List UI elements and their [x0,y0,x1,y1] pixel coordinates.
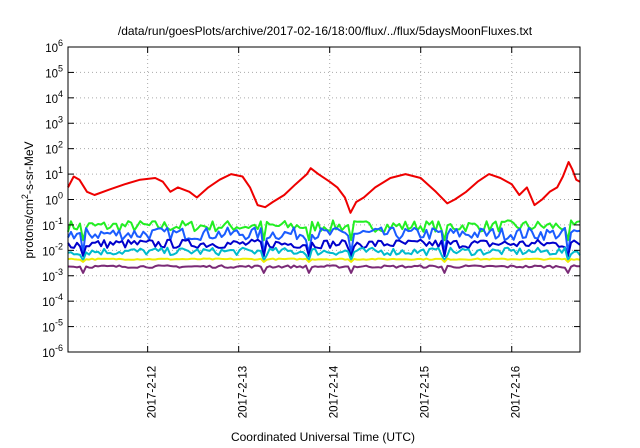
y-tick-label: 106 [45,38,63,55]
y-tick-base: 10 [42,323,55,335]
y-tick-exp: -1 [55,216,63,226]
y-tick-label: 101 [45,165,63,182]
grid [68,47,580,352]
y-tick-base: 10 [42,246,55,258]
y-axis-label-sup: 2 [20,194,30,199]
x-tick-label: 2017-2-12 [147,366,159,418]
y-tick-exp: -4 [55,292,63,302]
y-tick-base: 10 [45,170,58,182]
y-tick-base: 10 [45,196,58,208]
y-tick-label: 100 [45,191,63,208]
y-tick-exp: 4 [58,89,63,99]
y-tick-exp: -5 [55,318,63,328]
y-tick-exp: -3 [55,267,63,277]
series-line-red [67,161,581,214]
y-tick-base: 10 [42,272,55,284]
y-tick-label: 104 [45,89,63,106]
series-line-yellow [67,257,581,263]
series-line-green [67,219,581,242]
y-tick-label: 103 [45,114,63,131]
x-axis-label: Coordinated Universal Time (UTC) [231,430,415,444]
y-tick-base: 10 [42,221,55,233]
y-tick-base: 10 [42,297,55,309]
x-tick-label: 2017-2-14 [329,365,341,418]
y-tick-exp: 1 [58,165,63,175]
chart-title: /data/run/goesPlots/archive/2017-02-16/1… [118,24,533,38]
y-tick-base: 10 [45,68,58,80]
series-line-purple [67,264,581,274]
y-tick-exp: -6 [55,343,63,353]
series-line-blue [67,226,581,254]
series-line-navy [67,238,581,257]
y-tick-base: 10 [42,348,55,360]
y-tick-base: 10 [45,145,58,157]
y-tick-exp: 2 [58,140,63,150]
y-axis-label: protons/cm2-s-sr-MeV [20,141,36,258]
y-tick-label: 10-5 [42,318,63,335]
y-tick-base: 10 [45,119,58,131]
y-tick-label: 10-3 [42,267,63,284]
y-tick-exp: 5 [58,63,63,73]
y-tick-base: 10 [45,43,58,55]
y-tick-exp: 6 [58,38,63,48]
y-tick-label: 10-4 [42,292,63,309]
y-tick-label: 10-1 [42,216,63,233]
y-tick-label: 105 [45,63,63,80]
x-tick-label: 2017-2-15 [420,366,432,418]
y-tick-base: 10 [45,94,58,106]
y-tick-exp: -2 [55,241,63,251]
x-tick-label: 2017-2-13 [238,366,250,418]
y-tick-label: 10-2 [42,241,63,258]
x-tick-label: 2017-2-16 [511,366,523,418]
y-tick-label: 102 [45,140,63,157]
y-tick-exp: 0 [58,191,63,201]
y-tick-exp: 3 [58,114,63,124]
y-axis-label-prefix: protons/cm [22,199,36,258]
x-ticks: 2017-2-12 2017-2-13 2017-2-14 2017-2-15 2017… [147,47,523,418]
y-axis-label-suffix: -s-sr-MeV [22,141,36,194]
y-ticks: 10610510410310210110010-110-210-310-410-… [42,38,580,360]
series-layer [67,161,581,274]
series-line-cyan [67,246,581,262]
y-tick-label: 10-6 [42,343,63,360]
